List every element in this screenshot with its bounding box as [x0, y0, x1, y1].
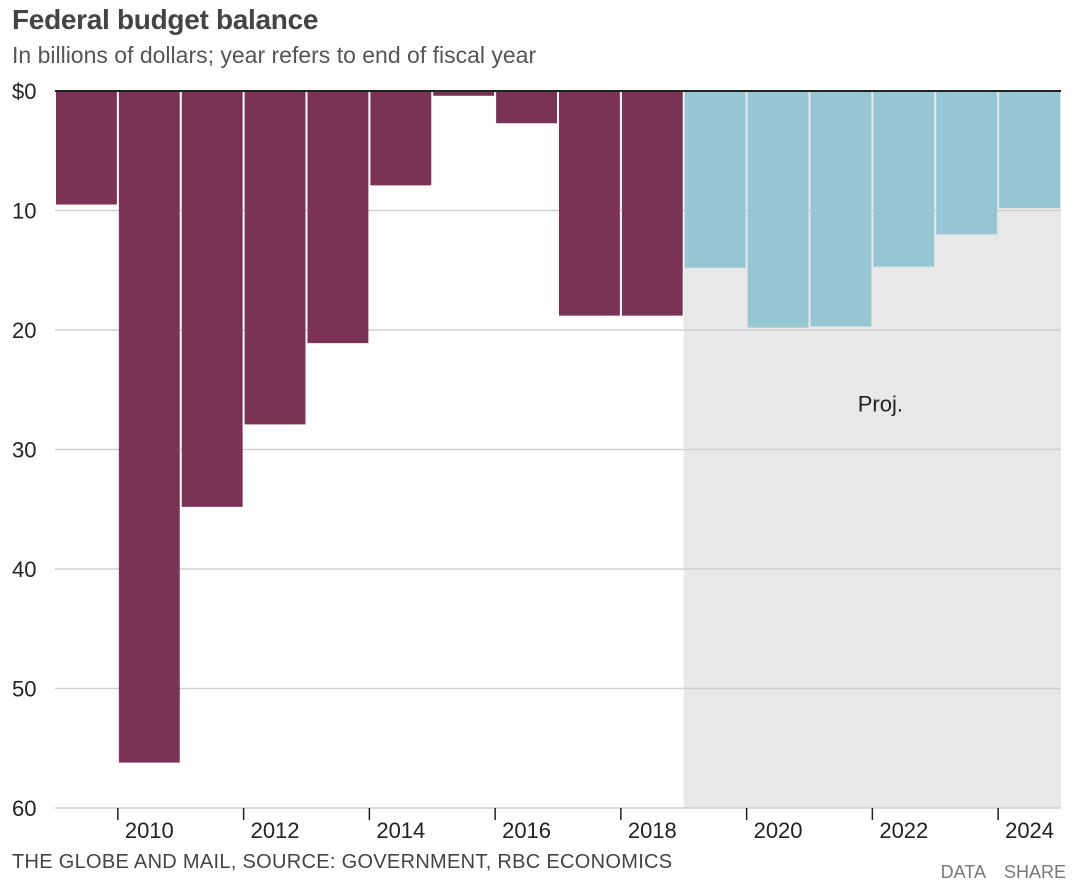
bar-2024: [999, 91, 1060, 209]
projection-annotation: Proj.: [858, 391, 903, 416]
data-link[interactable]: DATA: [940, 862, 985, 882]
x-tick-label: 2012: [251, 818, 300, 843]
chart-subtitle: In billions of dollars; year refers to e…: [12, 42, 537, 68]
bar-2019: [684, 91, 746, 268]
y-tick-label: 30: [12, 438, 36, 463]
chart-actions: DATA SHARE: [927, 862, 1066, 883]
bar-2012: [244, 91, 306, 425]
y-tick-label: 20: [12, 318, 36, 343]
bar-2015: [433, 91, 495, 96]
x-tick-label: 2020: [754, 818, 803, 843]
chart-title: Federal budget balance: [12, 4, 319, 35]
x-tick-label: 2016: [502, 818, 551, 843]
x-tick-label: 2024: [1005, 818, 1054, 843]
bar-2009: [56, 91, 117, 205]
bar-2010: [118, 91, 180, 763]
bar-2018: [621, 91, 683, 316]
source-credit: THE GLOBE AND MAIL, SOURCE: GOVERNMENT, …: [12, 851, 673, 873]
bar-2016: [496, 91, 557, 124]
bar-2023: [936, 91, 998, 235]
bar-2022: [873, 91, 935, 267]
y-tick-label: 60: [12, 796, 36, 821]
x-tick-label: 2022: [879, 818, 928, 843]
bar-2020: [747, 91, 809, 328]
x-tick-label: 2018: [628, 818, 677, 843]
bar-2017: [559, 91, 620, 316]
share-link[interactable]: SHARE: [1003, 862, 1066, 882]
x-tick-label: 2014: [376, 818, 425, 843]
bar-chart: $0 10 20 30 40 50 60 2010 2012 2014 2016 2018 2020 20…: [12, 79, 1061, 843]
bar-2014: [370, 91, 432, 186]
bar-2013: [307, 91, 369, 344]
y-tick-label: 40: [12, 557, 36, 582]
y-tick-label: 50: [12, 677, 36, 702]
bar-2011: [181, 91, 243, 507]
x-tick-label: 2010: [125, 818, 174, 843]
y-tick-label: 10: [12, 199, 36, 224]
y-tick-label: $0: [12, 79, 36, 104]
bar-2021: [810, 91, 872, 327]
